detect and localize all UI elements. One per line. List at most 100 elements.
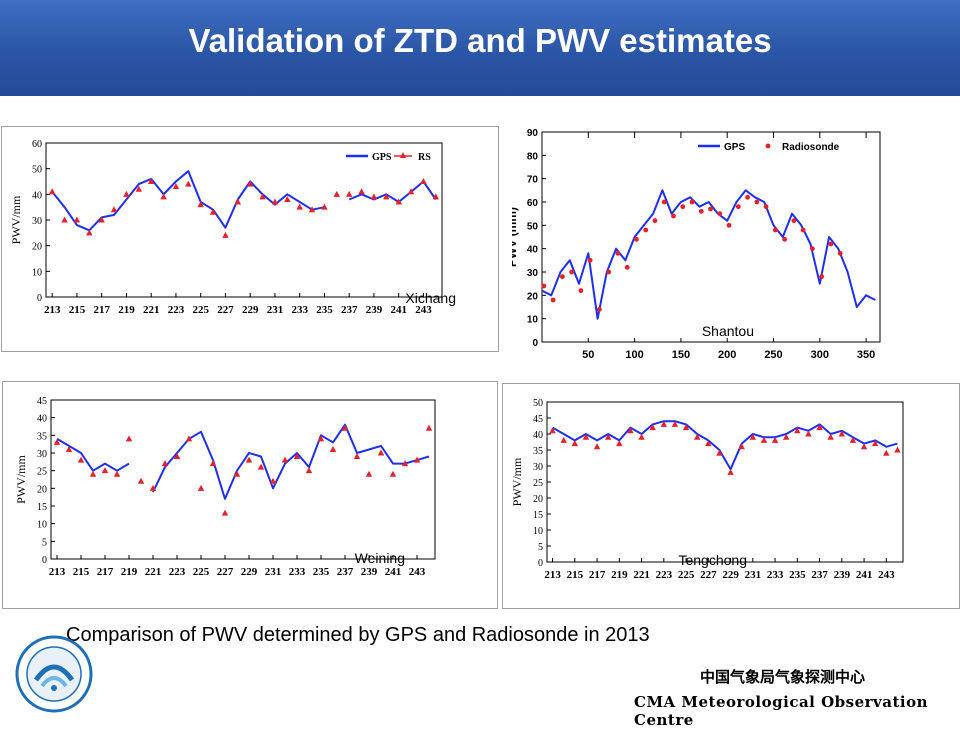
data-point-radiosonde <box>125 435 133 442</box>
data-point-radiosonde <box>269 477 277 484</box>
x-tick-label: 237 <box>811 569 828 581</box>
data-point-radiosonde <box>689 199 695 205</box>
x-tick-label: 221 <box>633 569 650 581</box>
y-tick-label: 40 <box>527 245 539 256</box>
y-tick-label: 45 <box>533 414 543 425</box>
data-point-radiosonde <box>643 227 649 233</box>
x-tick-label: 225 <box>193 566 210 578</box>
data-point-radiosonde <box>77 456 85 463</box>
y-tick-label: 10 <box>527 315 539 326</box>
x-tick-label: 219 <box>611 569 628 581</box>
y-tick-label: 70 <box>527 175 539 186</box>
x-tick-label: 221 <box>145 566 162 578</box>
chart-panel-xichang: 0 10 20 30 40 50 60 213 215 217 219 221 223 225 227 229… <box>1 126 499 352</box>
data-point-radiosonde <box>816 424 823 431</box>
data-point-radiosonde <box>98 216 105 223</box>
data-point-radiosonde <box>560 436 567 443</box>
data-point-radiosonde <box>284 195 291 202</box>
y-tick-label: 20 <box>533 494 543 505</box>
y-axis-label: PWV (mm) <box>512 207 519 267</box>
data-point-radiosonde <box>652 218 658 224</box>
data-point-radiosonde <box>772 227 778 233</box>
data-point-radiosonde <box>549 427 556 434</box>
data-point-radiosonde <box>305 467 313 474</box>
y-tick-label: 80 <box>527 151 539 162</box>
data-point-radiosonde <box>123 190 130 197</box>
data-point-radiosonde <box>760 436 768 443</box>
data-point-radiosonde <box>717 211 723 217</box>
x-tick-label: 215 <box>73 566 90 578</box>
data-point-radiosonde <box>828 241 834 247</box>
data-point-radiosonde <box>221 509 229 516</box>
data-point-radiosonde <box>161 460 169 467</box>
data-point-radiosonde <box>559 274 565 280</box>
plot-frame <box>50 399 436 560</box>
x-tick-label: 231 <box>267 304 284 316</box>
y-tick-label: 0 <box>538 558 543 569</box>
y-tick-label: 60 <box>527 198 539 209</box>
station-label: Shantou <box>702 323 754 339</box>
x-tick-label: 213 <box>544 569 561 581</box>
data-point-radiosonde <box>705 440 712 447</box>
chart-weining: 0 5 10 15 20 25 30 35 40 45 213 215 217 219 221 223 225 2… <box>14 396 436 578</box>
y-tick-label: 50 <box>32 165 42 176</box>
data-point-radiosonde <box>849 436 857 443</box>
y-tick-label: 20 <box>37 484 47 495</box>
data-point-radiosonde <box>716 449 723 456</box>
y-tick-label: 30 <box>32 216 42 227</box>
legend-swatch-radiosonde <box>400 152 406 158</box>
y-tick-label: 5 <box>42 537 47 548</box>
data-point-radiosonde <box>597 306 602 312</box>
y-tick-label: 20 <box>527 291 539 302</box>
x-tick-label: 150 <box>672 349 690 361</box>
x-tick-label: 237 <box>337 566 354 578</box>
data-point-radiosonde <box>333 190 341 197</box>
data-point-radiosonde <box>222 231 229 238</box>
data-point-radiosonde <box>726 222 732 228</box>
data-point-radiosonde <box>185 435 193 442</box>
y-axis-label: PWV/mm <box>510 457 524 506</box>
x-tick-label: 243 <box>409 566 426 578</box>
data-point-radiosonde <box>101 467 109 474</box>
data-point-radiosonde <box>370 193 378 200</box>
station-label: Xichang <box>405 290 456 306</box>
x-tick-label: 213 <box>49 566 66 578</box>
x-tick-label: 225 <box>192 304 209 316</box>
data-point-radiosonde <box>358 188 365 195</box>
data-point-radiosonde <box>395 198 402 205</box>
data-point-radiosonde <box>894 446 901 453</box>
data-point-radiosonde <box>172 183 180 190</box>
data-point-radiosonde <box>259 193 266 200</box>
data-point-radiosonde <box>680 204 686 210</box>
data-point-radiosonde <box>587 257 593 263</box>
data-point-radiosonde <box>246 180 254 187</box>
series-line-gps <box>51 170 437 232</box>
data-point-radiosonde <box>401 460 409 467</box>
data-point-radiosonde <box>389 470 397 477</box>
data-point-radiosonde <box>197 484 205 491</box>
y-tick-label: 60 <box>32 139 42 150</box>
y-tick-label: 45 <box>37 396 47 407</box>
data-point-radiosonde <box>638 433 645 440</box>
slide-title: Validation of ZTD and PWV estimates <box>188 22 772 59</box>
data-point-radiosonde <box>89 470 97 477</box>
y-tick-label: 10 <box>37 520 47 531</box>
x-tick-label: 229 <box>241 566 258 578</box>
y-tick-label: 15 <box>533 510 543 521</box>
data-point-radiosonde <box>745 194 750 200</box>
data-point-radiosonde <box>727 468 734 475</box>
x-tick-label: 233 <box>289 566 306 578</box>
data-point-radiosonde <box>569 269 575 275</box>
data-point-radiosonde <box>137 477 145 484</box>
data-point-radiosonde <box>345 190 353 197</box>
legend-label-gps: GPS <box>372 152 392 163</box>
data-point-radiosonde <box>110 206 118 213</box>
x-tick-label: 235 <box>789 569 806 581</box>
x-tick-label: 350 <box>857 349 875 361</box>
x-tick-label: 241 <box>856 569 873 581</box>
y-tick-label: 35 <box>533 446 543 457</box>
x-tick-label: 229 <box>242 304 259 316</box>
data-point-radiosonde <box>838 430 846 437</box>
data-point-radiosonde <box>582 433 590 440</box>
y-axis-label: PWV/mm <box>14 455 28 504</box>
